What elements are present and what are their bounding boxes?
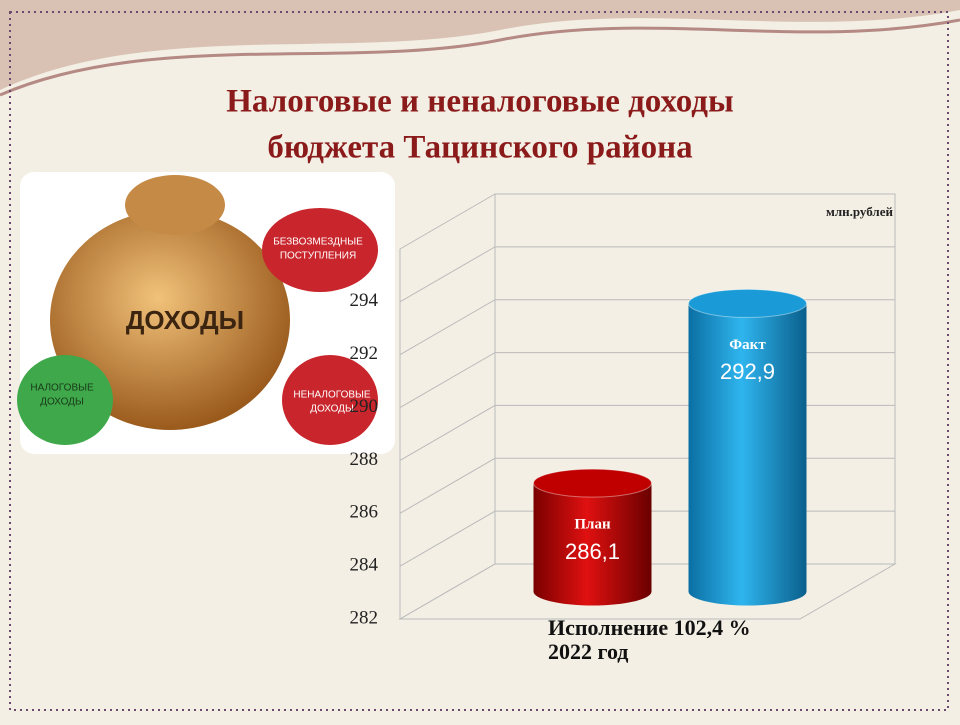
purse	[282, 355, 378, 445]
y-tick-label: 282	[350, 607, 379, 628]
y-tick-label: 286	[350, 502, 379, 523]
grid-line	[399, 352, 895, 409]
purse-label: ПОСТУПЛЕНИЯ	[280, 251, 356, 262]
category-label: План	[574, 517, 611, 533]
annotation: 2022 год	[548, 639, 628, 664]
category-label: Факт	[729, 337, 766, 353]
y-tick-label: 290	[350, 396, 379, 417]
purse-label: БЕЗВОЗМЕЗДНЫЕ	[273, 237, 363, 248]
purse-label: ДОХОДЫ	[310, 404, 354, 415]
bar-body	[533, 483, 652, 606]
purse	[262, 208, 378, 292]
value-label: 286,1	[565, 539, 620, 564]
y-tick-label: 292	[350, 343, 379, 364]
y-tick-label: 294	[350, 290, 379, 311]
bar-body	[688, 303, 807, 606]
bar-top	[688, 288, 807, 318]
y-tick-label: 288	[350, 449, 379, 470]
grid-line	[399, 246, 895, 303]
back-wall	[494, 193, 896, 564]
title-line: Налоговые и неналоговые доходы	[226, 84, 734, 120]
grid-line	[399, 404, 895, 461]
title-line: бюджета Тацинского района	[267, 130, 692, 166]
bar	[533, 468, 652, 606]
illustration: ДОХОДЫ БЕЗВОЗМЕЗДНЫЕ ПОСТУПЛЕНИЯ НАЛОГОВ…	[17, 172, 395, 454]
decor-line	[0, 18, 960, 97]
y-tick-label: 284	[350, 555, 379, 576]
purse-label: НАЛОГОВЫЕ	[30, 383, 94, 394]
purse-label: НЕНАЛОГОВЫЕ	[293, 390, 370, 401]
grid-line	[399, 299, 895, 356]
frame	[9, 11, 949, 711]
bag	[50, 210, 290, 430]
side-wall	[399, 193, 496, 619]
unit-label: млн.рублей	[826, 204, 894, 219]
decor-wave	[0, 0, 960, 90]
bag-top	[125, 175, 225, 235]
value-label: 292,9	[720, 359, 775, 384]
purse	[17, 355, 113, 445]
purse-label: ДОХОДЫ	[40, 397, 84, 408]
bar-top	[533, 468, 652, 498]
bar	[688, 288, 807, 606]
bag-label: ДОХОДЫ	[126, 305, 244, 335]
